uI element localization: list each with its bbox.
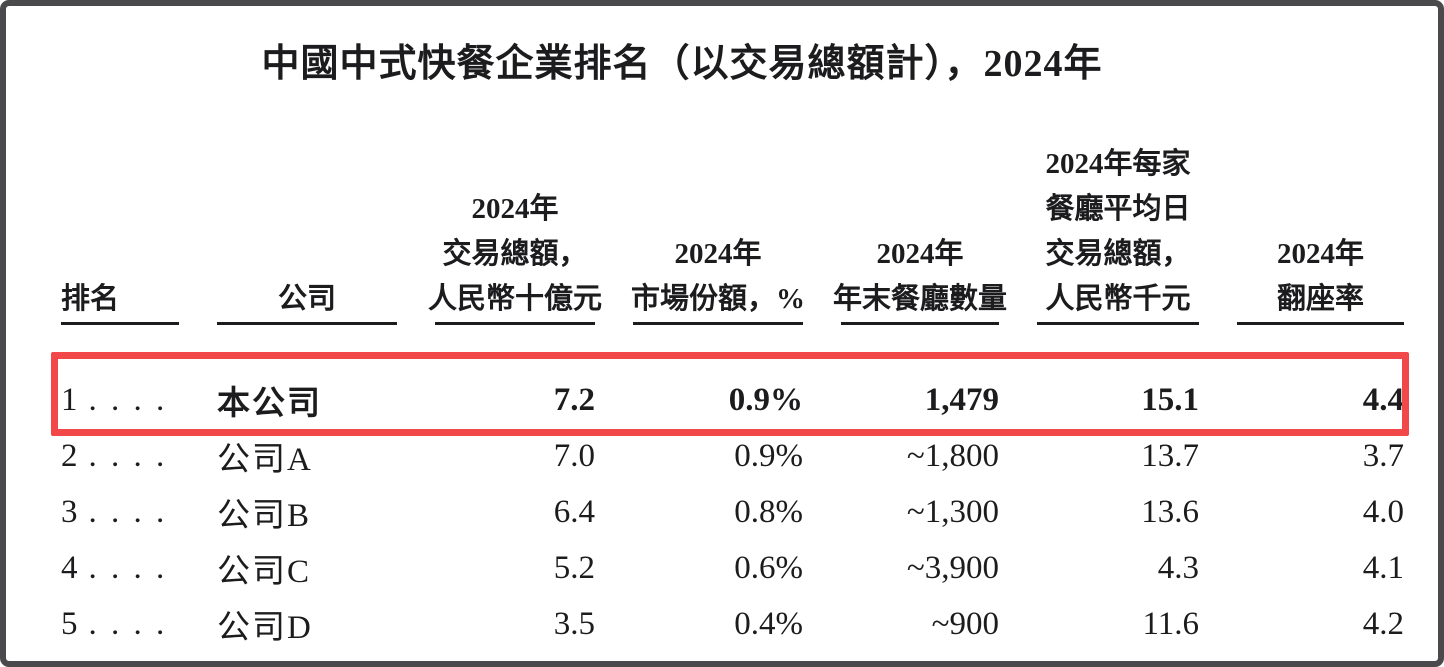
header-underline [435,322,595,325]
rank-cell: 1 . . . . [61,382,179,419]
avg-daily-gmv-cell: 13.6 [1141,493,1199,530]
gmv-cell: 7.2 [553,381,595,418]
table-row-company-c: 4 . . . . 公司C 5.2 0.6% ~3,900 4.3 4.1 [6,540,1438,596]
column-header-restaurant-count: 2024年 年末餐廳數量 [833,232,1007,325]
table-row-company-d: 5 . . . . 公司D 3.5 0.4% ~900 11.6 4.2 [6,596,1438,652]
rank-number: 3 [61,493,78,530]
market-share-cell: 0.6% [734,549,803,586]
restaurant-count-cell: ~3,900 [906,549,999,586]
column-header-market-share: 2024年 市場份額，% [631,232,805,325]
table-title: 中國中式快餐企業排名（以交易總額計），2024年 [261,43,1103,85]
column-header-avg-daily-gmv: 2024年每家 餐廳平均日 交易總額， 人民幣千元 [1037,142,1199,325]
table-row-company-self: 1 . . . . 本公司 7.2 0.9% 1,479 15.1 4.4 [6,372,1438,428]
turnover-rate-cell: 3.7 [1362,437,1404,474]
rank-number: 4 [61,549,78,586]
turnover-rate-cell: 4.2 [1362,605,1404,642]
dot-leader: . . . . [88,493,165,530]
turnover-rate-cell: 4.4 [1362,381,1404,418]
column-header-company: 公司 [217,277,397,325]
avg-daily-gmv-cell: 15.1 [1141,381,1199,418]
avg-daily-gmv-cell: 11.6 [1142,605,1199,642]
column-header-gmv: 2024年 交易總額， 人民幣十億元 [428,187,602,325]
rank-number: 1 [61,381,78,418]
company-cell: 公司A [217,442,313,478]
dot-leader: . . . . [88,437,165,474]
header-underline [61,322,179,325]
rank-number: 2 [61,437,78,474]
market-share-cell: 0.8% [734,493,803,530]
header-underline [841,322,999,325]
column-header-turnover-rate: 2024年 翻座率 [1237,232,1404,325]
gmv-cell: 5.2 [553,549,595,586]
rank-cell: 5 . . . . [61,606,179,643]
table-header-row: 排名 公司 2024年 交易總額， 人民幣十億元 2024年 市場份額，% 20… [6,142,1438,325]
restaurant-count-cell: ~1,800 [906,437,999,474]
dot-leader: . . . . [88,381,165,418]
company-cell: 公司C [217,554,312,590]
avg-daily-gmv-cell: 4.3 [1157,549,1199,586]
header-underline [1237,322,1404,325]
company-cell: 公司B [217,498,312,534]
rank-cell: 3 . . . . [61,494,179,531]
company-cell: 公司D [217,610,313,646]
dot-leader: . . . . [88,605,165,642]
gmv-cell: 7.0 [553,437,595,474]
header-underline [633,322,803,325]
turnover-rate-cell: 4.1 [1362,549,1404,586]
rank-cell: 2 . . . . [61,438,179,475]
table-row-company-a: 2 . . . . 公司A 7.0 0.9% ~1,800 13.7 3.7 [6,428,1438,484]
turnover-rate-cell: 4.0 [1362,493,1404,530]
restaurant-count-cell: ~900 [931,605,999,642]
dot-leader: . . . . [88,549,165,586]
avg-daily-gmv-cell: 13.7 [1141,437,1199,474]
header-underline [1037,322,1199,325]
company-cell: 本公司 [217,386,322,422]
market-share-cell: 0.4% [734,605,803,642]
restaurant-count-cell: ~1,300 [906,493,999,530]
header-underline [217,322,397,325]
table-row-company-b: 3 . . . . 公司B 6.4 0.8% ~1,300 13.6 4.0 [6,484,1438,540]
column-header-rank: 排名 [61,277,179,325]
market-share-cell: 0.9% [728,381,803,418]
gmv-cell: 3.5 [553,605,595,642]
restaurant-count-cell: 1,479 [924,381,999,418]
table-body: 1 . . . . 本公司 7.2 0.9% 1,479 15.1 4.4 2 . … [6,372,1438,652]
gmv-cell: 6.4 [553,493,595,530]
rank-number: 5 [61,605,78,642]
market-share-cell: 0.9% [734,437,803,474]
rank-cell: 4 . . . . [61,550,179,587]
